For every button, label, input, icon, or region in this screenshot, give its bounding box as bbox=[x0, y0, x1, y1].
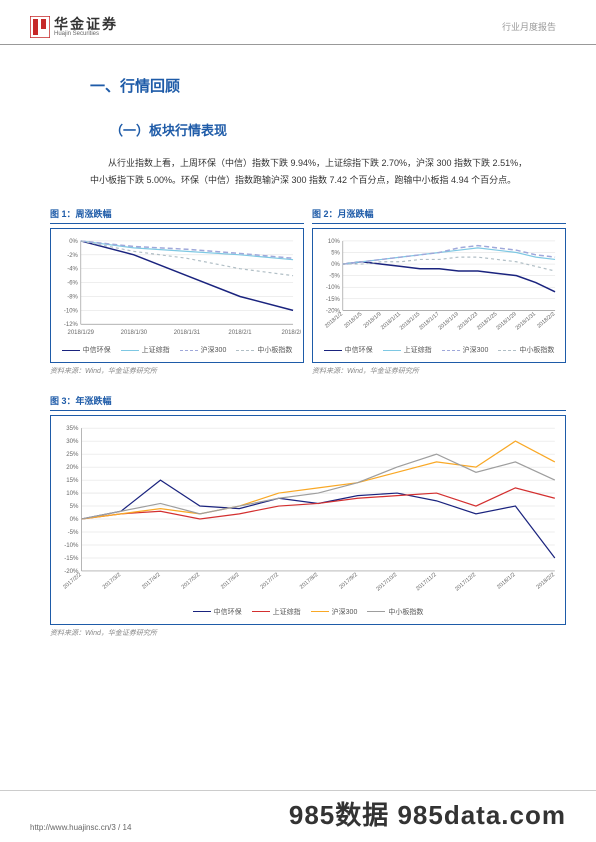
svg-text:-6%: -6% bbox=[67, 281, 78, 287]
svg-text:2018/1/25: 2018/1/25 bbox=[476, 311, 498, 331]
footer: http://www.huajinsc.cn/3 / 14 985数据 985d… bbox=[0, 790, 596, 842]
svg-text:2018/1/29: 2018/1/29 bbox=[68, 330, 95, 336]
chart-2-legend: 中信环保上证综指沪深300中小板指数 bbox=[315, 342, 563, 358]
svg-text:2017/9/2: 2017/9/2 bbox=[338, 572, 359, 591]
svg-text:2018/2/1: 2018/2/1 bbox=[228, 330, 252, 336]
svg-text:2017/5/2: 2017/5/2 bbox=[181, 572, 202, 591]
chart-2-title: 图 2：月涨跌幅 bbox=[312, 207, 566, 224]
watermark: 985数据 985data.com bbox=[289, 795, 566, 832]
chart-3-box: -20%-15%-10%-5%0%5%10%15%20%25%30%35%201… bbox=[50, 415, 566, 625]
svg-text:0%: 0% bbox=[331, 262, 340, 268]
svg-text:2017/10/2: 2017/10/2 bbox=[375, 572, 398, 593]
svg-text:10%: 10% bbox=[66, 490, 79, 497]
chart-3-svg: -20%-15%-10%-5%0%5%10%15%20%25%30%35%201… bbox=[53, 420, 563, 604]
svg-text:15%: 15% bbox=[66, 477, 79, 484]
chart-3-title: 图 3：年涨跌幅 bbox=[50, 394, 566, 411]
svg-text:2018/2/2: 2018/2/2 bbox=[536, 311, 556, 329]
svg-text:0%: 0% bbox=[69, 239, 78, 245]
svg-text:2018/1/31: 2018/1/31 bbox=[174, 330, 201, 336]
svg-text:2018/2/2: 2018/2/2 bbox=[536, 572, 557, 591]
chart-2-block: 图 2：月涨跌幅 -20%-15%-10%-5%0%5%10%2018/1/22… bbox=[312, 207, 566, 376]
svg-text:2018/1/15: 2018/1/15 bbox=[399, 311, 421, 331]
report-type: 行业月度报告 bbox=[502, 20, 556, 33]
chart-1-block: 图 1：周涨跌幅 -12% -10% -8% -6% -4% -2% 0% 2018/1/29… bbox=[50, 207, 304, 376]
svg-text:-2%: -2% bbox=[67, 253, 78, 259]
svg-text:30%: 30% bbox=[66, 438, 79, 445]
body-text: 从行业指数上看，上周环保（中信）指数下跌 9.94%，上证综指下跌 2.70%，… bbox=[90, 155, 536, 189]
footer-url: http://www.huajinsc.cn/3 / 14 bbox=[30, 823, 131, 832]
svg-text:-4%: -4% bbox=[67, 267, 78, 273]
svg-text:20%: 20% bbox=[66, 464, 79, 471]
chart-1-svg: -12% -10% -8% -6% -4% -2% 0% 2018/1/29 2018/1/30… bbox=[53, 233, 301, 342]
svg-text:-12%: -12% bbox=[64, 322, 79, 328]
chart-3-source: 资料来源：Wind，华金证券研究所 bbox=[50, 628, 566, 638]
svg-text:-15%: -15% bbox=[64, 555, 79, 562]
svg-text:2018/1/31: 2018/1/31 bbox=[515, 311, 537, 331]
chart-2-box: -20%-15%-10%-5%0%5%10%2018/1/22018/1/520… bbox=[312, 228, 566, 363]
svg-text:2018/1/29: 2018/1/29 bbox=[495, 311, 517, 331]
heading-2: （一）板块行情表现 bbox=[110, 120, 536, 139]
svg-text:25%: 25% bbox=[66, 451, 79, 458]
brand-en: Huajin Securities bbox=[54, 31, 118, 37]
svg-text:-10%: -10% bbox=[326, 285, 341, 291]
svg-text:-8%: -8% bbox=[67, 295, 78, 301]
content: 一、行情回顾 （一）板块行情表现 从行业指数上看，上周环保（中信）指数下跌 9.… bbox=[0, 45, 596, 638]
svg-text:35%: 35% bbox=[66, 425, 79, 432]
svg-text:2017/12/2: 2017/12/2 bbox=[454, 572, 477, 593]
chart-3-block: 图 3：年涨跌幅 -20%-15%-10%-5%0%5%10%15%20%25%… bbox=[50, 394, 566, 638]
svg-text:2017/3/2: 2017/3/2 bbox=[102, 572, 123, 591]
chart-1-title: 图 1：周涨跌幅 bbox=[50, 207, 304, 224]
svg-text:-5%: -5% bbox=[68, 529, 79, 536]
svg-text:2018/2/2: 2018/2/2 bbox=[281, 330, 301, 336]
chart-1-source: 资料来源：Wind，华金证券研究所 bbox=[50, 366, 304, 376]
svg-text:2017/7/2: 2017/7/2 bbox=[260, 572, 281, 591]
svg-text:2017/6/2: 2017/6/2 bbox=[220, 572, 241, 591]
svg-text:10%: 10% bbox=[328, 239, 341, 245]
svg-text:2018/1/5: 2018/1/5 bbox=[343, 311, 363, 329]
svg-text:2018/1/30: 2018/1/30 bbox=[121, 330, 148, 336]
svg-text:2017/8/2: 2017/8/2 bbox=[299, 572, 320, 591]
svg-text:-10%: -10% bbox=[64, 542, 79, 549]
svg-text:2018/1/2: 2018/1/2 bbox=[496, 572, 517, 591]
chart-2-source: 资料来源：Wind，华金证券研究所 bbox=[312, 366, 566, 376]
svg-text:2018/1/23: 2018/1/23 bbox=[457, 311, 479, 331]
svg-text:5%: 5% bbox=[331, 251, 340, 257]
svg-text:2018/1/19: 2018/1/19 bbox=[437, 311, 459, 331]
svg-text:2017/4/2: 2017/4/2 bbox=[141, 572, 162, 591]
svg-text:2017/11/2: 2017/11/2 bbox=[415, 572, 438, 592]
header: 华金证券 Huajin Securities 行业月度报告 bbox=[0, 0, 596, 45]
chart-3-legend: 中信环保上证综指沪深300中小板指数 bbox=[53, 604, 563, 620]
chart-2-svg: -20%-15%-10%-5%0%5%10%2018/1/22018/1/520… bbox=[315, 233, 563, 342]
svg-text:-10%: -10% bbox=[64, 309, 79, 315]
charts-row: 图 1：周涨跌幅 -12% -10% -8% -6% -4% -2% 0% 2018/1/29… bbox=[50, 207, 566, 376]
svg-text:-5%: -5% bbox=[329, 274, 340, 280]
brand-cn: 华金证券 bbox=[54, 17, 118, 31]
svg-text:2018/1/17: 2018/1/17 bbox=[418, 311, 440, 331]
logo-icon bbox=[30, 16, 50, 38]
chart-1-legend: 中信环保上证综指沪深300中小板指数 bbox=[53, 342, 301, 358]
svg-text:5%: 5% bbox=[70, 503, 79, 510]
chart-1-box: -12% -10% -8% -6% -4% -2% 0% 2018/1/29 2018/1/30… bbox=[50, 228, 304, 363]
svg-text:2018/1/11: 2018/1/11 bbox=[380, 311, 402, 331]
logo: 华金证券 Huajin Securities bbox=[30, 16, 118, 38]
heading-1: 一、行情回顾 bbox=[90, 75, 536, 96]
svg-text:-15%: -15% bbox=[326, 297, 341, 303]
svg-text:0%: 0% bbox=[70, 516, 79, 523]
